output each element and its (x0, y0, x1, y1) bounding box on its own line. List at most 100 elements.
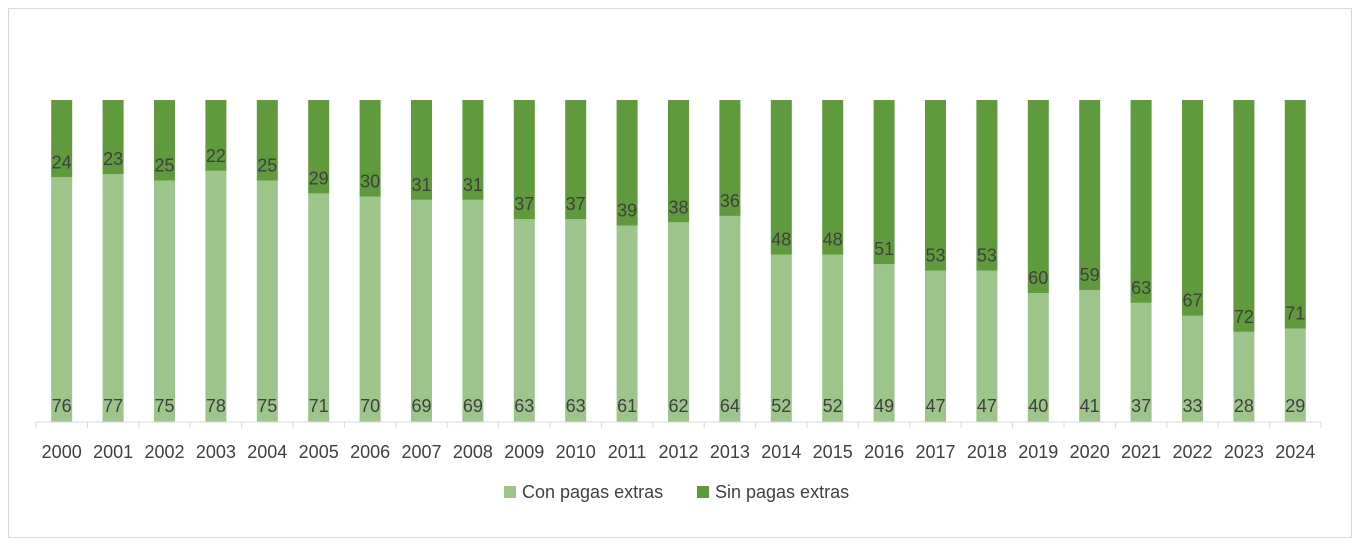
bar-con-pagas-2003 (205, 170, 227, 422)
data-label-con-pagas-2009: 63 (514, 396, 534, 416)
bar-sin-pagas-2014 (770, 100, 792, 255)
data-label-sin-pagas-2023: 72 (1234, 307, 1254, 327)
bar-sin-pagas-2011 (616, 100, 638, 226)
data-label-con-pagas-2023: 28 (1234, 396, 1254, 416)
data-label-con-pagas-2024: 29 (1285, 396, 1305, 416)
data-label-con-pagas-2004: 75 (257, 396, 277, 416)
data-label-sin-pagas-2013: 36 (720, 191, 740, 211)
data-label-con-pagas-2018: 47 (977, 396, 997, 416)
x-tick-label-2021: 2021 (1121, 442, 1161, 462)
bar-con-pagas-2024 (1284, 328, 1306, 422)
data-label-con-pagas-2022: 33 (1182, 396, 1202, 416)
bar-sin-pagas-2006 (359, 100, 381, 197)
bar-sin-pagas-2015 (822, 100, 844, 255)
x-tick-label-2002: 2002 (144, 442, 184, 462)
bar-sin-pagas-2023 (1233, 100, 1255, 332)
data-label-con-pagas-2012: 62 (668, 396, 688, 416)
data-label-con-pagas-2016: 49 (874, 396, 894, 416)
bar-con-pagas-2002 (154, 180, 175, 422)
data-label-con-pagas-2003: 78 (206, 396, 226, 416)
x-tick-label-2012: 2012 (658, 442, 698, 462)
bar-sin-pagas-2022 (1182, 100, 1203, 316)
bar-sin-pagas-2010 (565, 100, 587, 220)
data-label-sin-pagas-2014: 48 (771, 230, 791, 250)
bar-sin-pagas-2013 (719, 100, 741, 216)
bar-con-pagas-2000 (51, 177, 73, 422)
x-tick-label-2006: 2006 (350, 442, 390, 462)
x-axis-ticks (35, 422, 1322, 428)
bar-con-pagas-2021 (1130, 302, 1152, 422)
data-label-sin-pagas-2019: 60 (1028, 268, 1048, 288)
bar-sin-pagas-2012 (668, 100, 689, 223)
bar-sin-pagas-2018 (976, 100, 998, 271)
bar-con-pagas-2009 (513, 219, 535, 422)
x-tick-label-2013: 2013 (710, 442, 750, 462)
bar-con-pagas-2008 (462, 199, 484, 422)
bar-con-pagas-2012 (668, 222, 689, 422)
x-tick-label-2020: 2020 (1070, 442, 1110, 462)
bar-con-pagas-2005 (308, 193, 330, 422)
bar-sin-pagas-2009 (513, 100, 535, 220)
data-label-sin-pagas-2011: 39 (617, 201, 637, 221)
x-tick-label-2008: 2008 (453, 442, 493, 462)
data-label-con-pagas-2017: 47 (925, 396, 945, 416)
data-label-con-pagas-2001: 77 (103, 396, 123, 416)
bar-sin-pagas-2004 (256, 100, 278, 181)
bar-sin-pagas-2002 (154, 100, 175, 181)
bar-con-pagas-2007 (411, 199, 432, 422)
bar-sin-pagas-2005 (308, 100, 330, 194)
x-tick-label-2004: 2004 (247, 442, 287, 462)
data-label-con-pagas-2005: 71 (309, 396, 329, 416)
data-label-sin-pagas-2005: 29 (309, 168, 329, 188)
data-label-sin-pagas-2009: 37 (514, 194, 534, 214)
bar-con-pagas-2014 (770, 254, 792, 422)
bar-con-pagas-2004 (256, 180, 278, 422)
data-label-sin-pagas-2012: 38 (668, 197, 688, 217)
bar-sin-pagas-2016 (873, 100, 895, 265)
bar-sin-pagas-2020 (1079, 100, 1101, 290)
bar-con-pagas-2001 (102, 174, 124, 422)
data-label-con-pagas-2000: 76 (52, 396, 72, 416)
data-label-sin-pagas-2004: 25 (257, 156, 277, 176)
x-tick-label-2011: 2011 (608, 442, 647, 462)
data-label-sin-pagas-2008: 31 (463, 175, 483, 195)
data-label-sin-pagas-2003: 22 (206, 146, 226, 166)
bar-sin-pagas-2008 (462, 100, 484, 200)
bar-con-pagas-2022 (1182, 315, 1203, 422)
data-label-sin-pagas-2022: 67 (1182, 291, 1202, 311)
data-label-sin-pagas-2020: 59 (1080, 265, 1100, 285)
bar-sin-pagas-2007 (411, 100, 432, 200)
data-label-con-pagas-2008: 69 (463, 396, 483, 416)
chart-frame: 76 24 77 23 75 25 78 22 75 25 71 29 70 30 69 31 69 31 63 37… (8, 8, 1352, 538)
data-label-sin-pagas-2016: 51 (874, 239, 894, 259)
bar-con-pagas-2023 (1233, 331, 1255, 422)
bar-sin-pagas-2000 (51, 100, 73, 178)
data-label-sin-pagas-2002: 25 (154, 156, 174, 176)
data-label-con-pagas-2015: 52 (823, 396, 843, 416)
x-tick-label-2014: 2014 (761, 442, 801, 462)
data-label-sin-pagas-2021: 63 (1131, 278, 1151, 298)
x-tick-label-2018: 2018 (967, 442, 1007, 462)
stacked-bar-chart: 76 24 77 23 75 25 78 22 75 25 71 29 70 30 69 31 69 31 63 37… (35, 100, 1322, 502)
data-label-sin-pagas-2024: 71 (1285, 304, 1305, 324)
x-tick-label-2009: 2009 (504, 442, 544, 462)
data-label-con-pagas-2013: 64 (720, 396, 740, 416)
data-label-sin-pagas-2007: 31 (411, 175, 431, 195)
legend-label-sin-pagas: Sin pagas extras (715, 482, 849, 502)
x-tick-label-2005: 2005 (299, 442, 339, 462)
bar-sin-pagas-2003 (205, 100, 227, 171)
data-label-con-pagas-2010: 63 (566, 396, 586, 416)
legend: Con pagas extras Sin pagas extras (504, 482, 849, 502)
bar-con-pagas-2019 (1027, 293, 1049, 422)
data-label-sin-pagas-2001: 23 (103, 149, 123, 169)
bar-sin-pagas-2024 (1284, 100, 1306, 329)
data-label-con-pagas-2021: 37 (1131, 396, 1151, 416)
data-label-con-pagas-2014: 52 (771, 396, 791, 416)
data-label-con-pagas-2007: 69 (411, 396, 431, 416)
bar-con-pagas-2010 (565, 219, 587, 422)
data-label-sin-pagas-2006: 30 (360, 172, 380, 192)
bar-con-pagas-2006 (359, 196, 381, 422)
legend-label-con-pagas: Con pagas extras (522, 482, 663, 502)
x-tick-label-2007: 2007 (401, 442, 441, 462)
x-tick-label-2023: 2023 (1224, 442, 1264, 462)
